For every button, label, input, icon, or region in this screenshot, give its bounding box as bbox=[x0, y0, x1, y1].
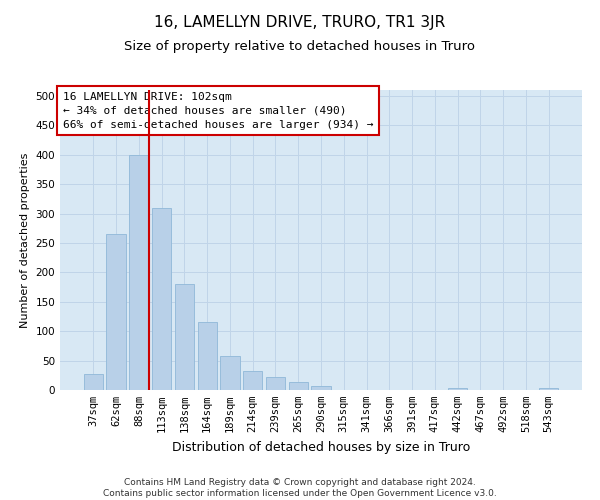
X-axis label: Distribution of detached houses by size in Truro: Distribution of detached houses by size … bbox=[172, 440, 470, 454]
Bar bbox=[266, 377, 285, 390]
Bar bbox=[289, 382, 308, 390]
Text: 16 LAMELLYN DRIVE: 102sqm
← 34% of detached houses are smaller (490)
66% of semi: 16 LAMELLYN DRIVE: 102sqm ← 34% of detac… bbox=[62, 92, 373, 130]
Text: 16, LAMELLYN DRIVE, TRURO, TR1 3JR: 16, LAMELLYN DRIVE, TRURO, TR1 3JR bbox=[154, 15, 446, 30]
Bar bbox=[448, 388, 467, 390]
Bar bbox=[152, 208, 172, 390]
Text: Contains HM Land Registry data © Crown copyright and database right 2024.
Contai: Contains HM Land Registry data © Crown c… bbox=[103, 478, 497, 498]
Y-axis label: Number of detached properties: Number of detached properties bbox=[20, 152, 30, 328]
Bar bbox=[197, 322, 217, 390]
Bar bbox=[106, 234, 126, 390]
Bar bbox=[129, 154, 149, 390]
Bar bbox=[243, 371, 262, 390]
Bar bbox=[539, 388, 558, 390]
Bar bbox=[220, 356, 239, 390]
Bar bbox=[175, 284, 194, 390]
Bar bbox=[311, 386, 331, 390]
Text: Size of property relative to detached houses in Truro: Size of property relative to detached ho… bbox=[125, 40, 476, 53]
Bar bbox=[84, 374, 103, 390]
